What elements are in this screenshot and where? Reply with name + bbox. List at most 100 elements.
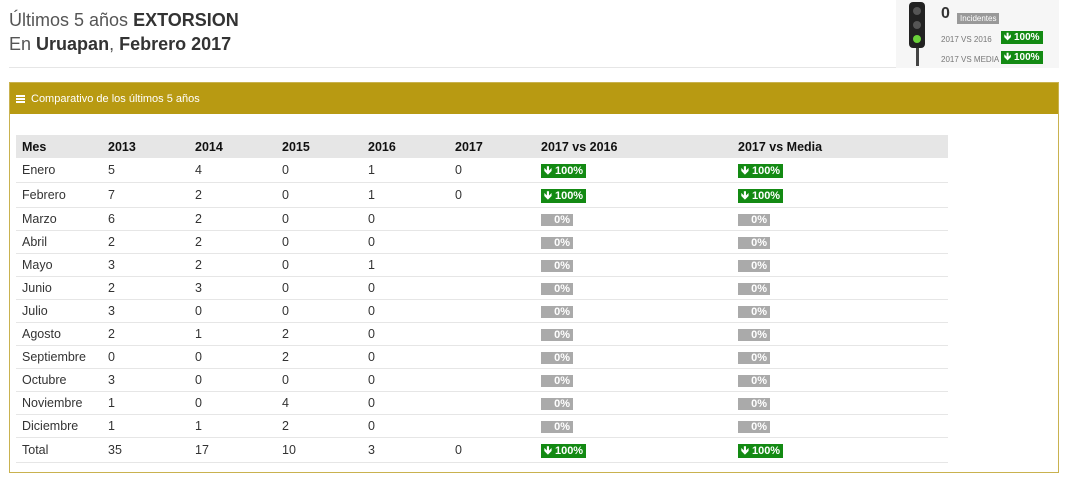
traffic-light-indicator: 0 Incidentes 2017 VS 2016 🡻 100% 2017 VS… <box>896 0 1059 68</box>
table-cell-y2015: 0 <box>276 207 362 231</box>
table-cell-vs2016: 0% <box>535 414 732 438</box>
table-cell-y2013: 3 <box>102 299 189 323</box>
decrease-badge: 🡻 100% <box>541 443 587 458</box>
table-cell-y2015: 0 <box>276 368 362 392</box>
column-header: 2016 <box>362 135 449 158</box>
table-cell-y2014: 3 <box>189 276 276 300</box>
table-cell-mes: Mayo <box>16 253 102 277</box>
table-cell-y2015: 0 <box>276 158 362 183</box>
table-row: Junio 2 3 0 0 0% 0% <box>16 276 948 300</box>
column-header: 2017 vs 2016 <box>535 135 732 158</box>
table-cell-y2017 <box>449 230 535 254</box>
table-cell-vsmedia: 🡻 100% <box>732 182 948 208</box>
table-cell-y2014: 17 <box>189 437 276 463</box>
column-header: 2017 <box>449 135 535 158</box>
neutral-badge: 0% <box>738 283 770 295</box>
table-cell-y2014: 0 <box>189 391 276 415</box>
page-header: Últimos 5 años EXTORSION En Uruapan, Feb… <box>9 8 239 56</box>
panel-title: Comparativo de los últimos 5 años <box>31 92 200 105</box>
table-cell-y2016: 0 <box>362 368 449 392</box>
table-row: Septiembre 0 0 2 0 0% 0% <box>16 345 948 369</box>
table-cell-mes: Julio <box>16 299 102 323</box>
neutral-badge: 0% <box>738 237 770 249</box>
neutral-badge: 0% <box>738 352 770 364</box>
table-cell-vs2016: 0% <box>535 299 732 323</box>
table-row: Enero 5 4 0 1 0 🡻 100% 🡻 100% <box>16 158 948 183</box>
table-cell-vs2016: 🡻 100% <box>535 158 732 183</box>
table-cell-vs2016: 🡻 100% <box>535 437 732 463</box>
table-row: Febrero 7 2 0 1 0 🡻 100% 🡻 100% <box>16 182 948 208</box>
table-cell-y2017 <box>449 253 535 277</box>
table-cell-y2013: 3 <box>102 253 189 277</box>
table-cell-y2014: 0 <box>189 345 276 369</box>
table-cell-y2013: 2 <box>102 276 189 300</box>
table-cell-y2016: 1 <box>362 253 449 277</box>
table-cell-y2016: 1 <box>362 158 449 183</box>
neutral-badge: 0% <box>738 260 770 272</box>
table-cell-y2015: 0 <box>276 230 362 254</box>
table-cell-y2014: 2 <box>189 207 276 231</box>
header-divider <box>9 67 1059 68</box>
table-cell-vs2016: 0% <box>535 391 732 415</box>
table-cell-vs2016: 0% <box>535 276 732 300</box>
table-cell-y2017 <box>449 299 535 323</box>
decrease-badge: 🡻 100% <box>738 443 784 458</box>
decrease-badge: 🡻 100% <box>541 163 587 178</box>
neutral-badge: 0% <box>541 398 573 410</box>
table-cell-y2015: 0 <box>276 182 362 208</box>
neutral-badge: 0% <box>541 237 573 249</box>
indicator-vsmedia-label: 2017 VS MEDIA <box>941 55 1000 64</box>
subtitle-separator: , <box>109 34 115 54</box>
table-cell-y2015: 10 <box>276 437 362 463</box>
table-cell-y2013: 2 <box>102 230 189 254</box>
table-cell-y2014: 0 <box>189 299 276 323</box>
neutral-badge: 0% <box>541 329 573 341</box>
table-cell-vsmedia: 0% <box>732 391 948 415</box>
table-row: Diciembre 1 1 2 0 0% 0% <box>16 414 948 438</box>
incident-count-label: Incidentes <box>957 13 1000 24</box>
table-cell-vsmedia: 0% <box>732 230 948 254</box>
table-cell-vs2016: 0% <box>535 230 732 254</box>
table-cell-vsmedia: 🡻 100% <box>732 437 948 463</box>
table-cell-vsmedia: 0% <box>732 253 948 277</box>
table-cell-y2016: 0 <box>362 345 449 369</box>
table-cell-vsmedia: 0% <box>732 345 948 369</box>
neutral-badge: 0% <box>738 375 770 387</box>
table-cell-mes: Total <box>16 437 102 463</box>
table-cell-y2017 <box>449 322 535 346</box>
table-cell-vs2016: 0% <box>535 207 732 231</box>
neutral-badge: 0% <box>738 306 770 318</box>
table-cell-y2016: 3 <box>362 437 449 463</box>
table-cell-vsmedia: 0% <box>732 299 948 323</box>
green-lamp <box>913 35 921 43</box>
table-cell-y2017 <box>449 207 535 231</box>
table-row: Julio 3 0 0 0 0% 0% <box>16 299 948 323</box>
table-cell-y2016: 0 <box>362 414 449 438</box>
table-cell-y2015: 0 <box>276 253 362 277</box>
table-cell-vsmedia: 0% <box>732 207 948 231</box>
table-cell-vsmedia: 🡻 100% <box>732 158 948 183</box>
table-cell-vsmedia: 0% <box>732 276 948 300</box>
page-title: Últimos 5 años EXTORSION <box>9 8 239 32</box>
decrease-badge: 🡻 100% <box>541 188 587 203</box>
table-cell-mes: Septiembre <box>16 345 102 369</box>
table-cell-mes: Agosto <box>16 322 102 346</box>
table-cell-vs2016: 0% <box>535 322 732 346</box>
neutral-badge: 0% <box>541 352 573 364</box>
table-row: Abril 2 2 0 0 0% 0% <box>16 230 948 254</box>
table-row: Mayo 3 2 0 1 0% 0% <box>16 253 948 277</box>
neutral-badge: 0% <box>541 421 573 433</box>
table-cell-vs2016: 0% <box>535 253 732 277</box>
table-cell-y2015: 2 <box>276 345 362 369</box>
table-cell-mes: Diciembre <box>16 414 102 438</box>
table-cell-y2017 <box>449 391 535 415</box>
table-cell-y2013: 0 <box>102 345 189 369</box>
neutral-badge: 0% <box>738 329 770 341</box>
indicator-vs2016-value: 🡻 100% <box>1001 31 1043 44</box>
title-prefix: Últimos 5 años <box>9 10 129 30</box>
table-body: Enero 5 4 0 1 0 🡻 100% 🡻 100% Febrero 7 2 0 1 0 🡻 100%… <box>16 158 948 463</box>
neutral-badge: 0% <box>541 283 573 295</box>
table-cell-mes: Octubre <box>16 368 102 392</box>
table-cell-y2013: 1 <box>102 391 189 415</box>
table-cell-y2016: 0 <box>362 207 449 231</box>
